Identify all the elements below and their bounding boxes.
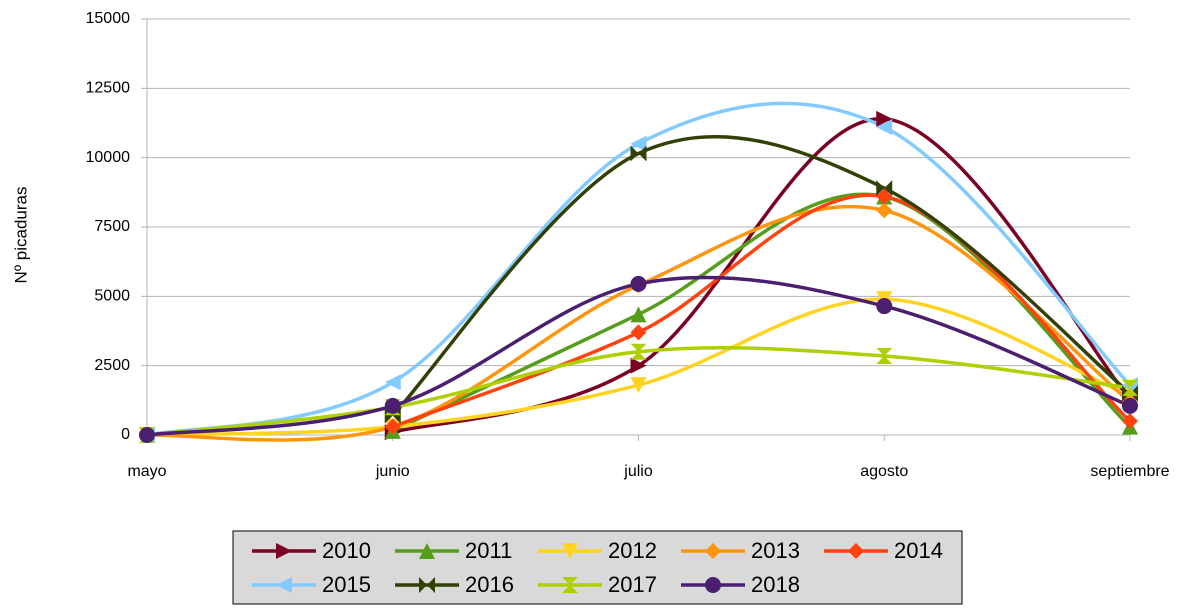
marker [705, 543, 721, 559]
marker [630, 343, 647, 360]
x-tick-label: agosto [860, 463, 908, 480]
marker [1122, 413, 1138, 430]
y-tick-label: 15000 [86, 10, 131, 27]
legend-label: 2017 [608, 572, 657, 597]
marker [276, 543, 292, 559]
marker [876, 110, 893, 127]
marker [630, 324, 647, 341]
x-tick-label: julio [623, 463, 653, 480]
marker [139, 427, 155, 443]
series-line [392, 193, 1132, 429]
series-line [391, 135, 1132, 417]
legend-label: 2012 [608, 538, 657, 563]
legend: 2010 2011 2012 2013 2014 2015 2016 2017 2018 [232, 530, 963, 605]
marker [876, 298, 893, 315]
y-tick-label: 0 [121, 426, 130, 443]
legend-label: 2014 [894, 538, 943, 563]
marker [705, 577, 721, 593]
marker [1122, 397, 1138, 414]
legend-label: 2010 [322, 538, 371, 563]
legend-label: 2016 [465, 572, 514, 597]
marker [384, 418, 401, 435]
series-line [392, 192, 1132, 433]
marker [562, 543, 578, 559]
y-tick-label: 2500 [94, 357, 130, 374]
legend-label: 2013 [751, 538, 800, 563]
marker [1122, 379, 1138, 396]
legend-label: 2015 [322, 572, 371, 597]
legend-box [232, 530, 963, 605]
marker [876, 347, 893, 364]
marker [630, 145, 647, 162]
x-tick-label: mayo [127, 463, 166, 480]
legend-label: 2018 [751, 572, 800, 597]
legend-label: 2011 [465, 538, 512, 563]
x-tick-label: junio [375, 463, 410, 480]
marker [876, 180, 893, 197]
marker [384, 397, 401, 414]
marker [876, 188, 893, 205]
marker [848, 543, 864, 559]
marker [384, 374, 401, 391]
marker [876, 202, 893, 219]
marker [630, 377, 647, 394]
y-tick-label: 10000 [86, 149, 131, 166]
marker [562, 577, 578, 593]
y-tick-label: 5000 [94, 288, 130, 305]
y-axis-label: Nº picaduras [11, 187, 30, 284]
marker [630, 357, 647, 374]
marker [276, 577, 292, 593]
marker [876, 119, 893, 136]
marker [630, 275, 647, 292]
marker [419, 577, 435, 593]
marker [630, 135, 647, 152]
marker [630, 306, 647, 323]
marker [419, 543, 435, 559]
y-tick-label: 7500 [94, 218, 130, 235]
x-tick-label: septiembre [1090, 463, 1169, 480]
y-tick-label: 12500 [86, 80, 131, 97]
